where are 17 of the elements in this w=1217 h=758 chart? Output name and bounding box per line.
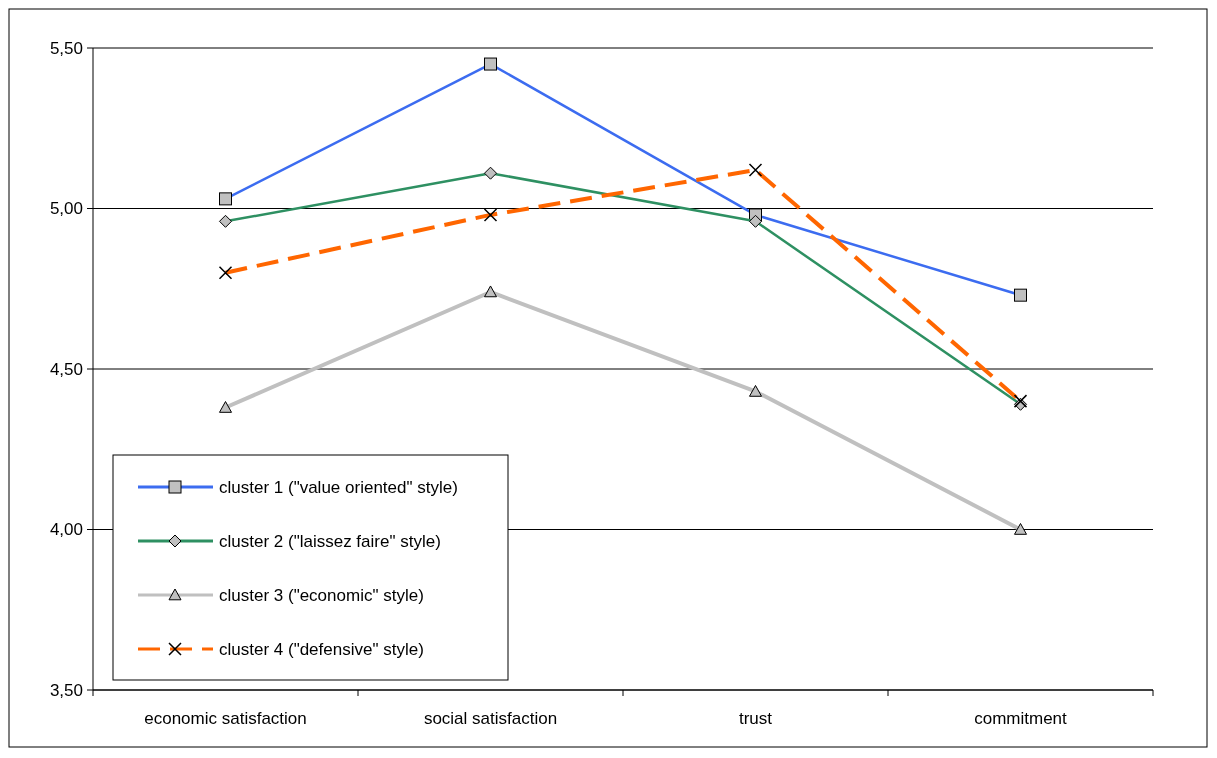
- point: [484, 285, 497, 298]
- x-tick-label: social satisfaction: [423, 709, 558, 728]
- y-tick-label: 4,50: [49, 359, 83, 379]
- point: [1014, 523, 1027, 535]
- point: [749, 384, 762, 397]
- point: [219, 401, 232, 413]
- legend-label: cluster 1 ("value oriented" style): [219, 477, 458, 497]
- y-tick-label: 4,00: [49, 520, 83, 540]
- y-tick-label: 3,50: [49, 680, 83, 700]
- x-tick-label: commitment: [974, 709, 1068, 728]
- y-tick-label: 5,00: [49, 199, 83, 219]
- legend-label: cluster 2 ("laissez faire" style): [219, 531, 441, 551]
- x-tick-label: economic satisfaction: [144, 709, 307, 728]
- legend-label: cluster 3 ("economic" style): [219, 585, 424, 605]
- y-tick-label: 5,50: [49, 38, 83, 58]
- x-tick-label: trust: [738, 709, 773, 728]
- legend-label: cluster 4 ("defensive" style): [219, 639, 424, 659]
